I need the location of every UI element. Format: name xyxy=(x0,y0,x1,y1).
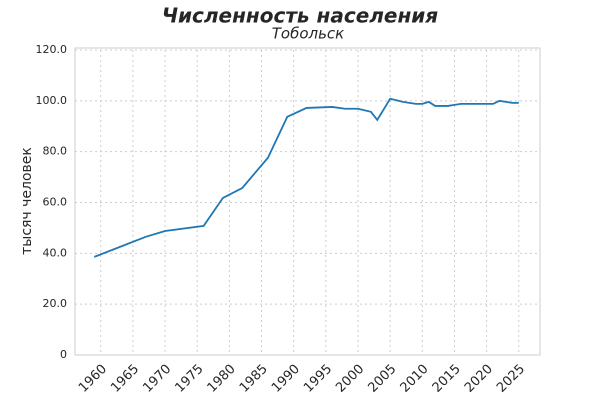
y-axis-label: тысяч человек xyxy=(19,147,35,255)
y-tick-label: 80.0 xyxy=(43,145,68,158)
x-tick-label: 1970 xyxy=(140,362,174,396)
chart-title: Численность населения xyxy=(162,4,438,28)
x-tick-label: 2000 xyxy=(333,362,367,396)
x-tick-label: 1965 xyxy=(108,362,142,396)
x-tick-label: 1980 xyxy=(205,362,239,396)
x-tick-label: 1975 xyxy=(172,362,206,396)
y-tick-label: 100.0 xyxy=(36,94,68,107)
chart-subtitle: Тобольск xyxy=(272,25,345,43)
plot-frame xyxy=(74,47,541,356)
y-tick-label: 60.0 xyxy=(43,196,68,209)
x-tick-label: 2025 xyxy=(494,362,528,396)
y-tick-label: 0 xyxy=(60,348,67,361)
x-tick-label: 1995 xyxy=(301,362,335,396)
x-tick-label: 1960 xyxy=(76,362,110,396)
x-tick-label: 1990 xyxy=(269,362,303,396)
data-line xyxy=(93,97,519,258)
x-tick-label: 1985 xyxy=(237,362,271,396)
x-tick-label: 2020 xyxy=(462,362,496,396)
y-tick-label: 120.0 xyxy=(36,43,68,56)
y-tick-label: 20.0 xyxy=(43,297,68,310)
x-tick-label: 2015 xyxy=(430,362,464,396)
x-tick-label: 2005 xyxy=(365,362,399,396)
y-tick-label: 40.0 xyxy=(43,246,68,259)
x-tick-label: 2010 xyxy=(398,362,432,396)
